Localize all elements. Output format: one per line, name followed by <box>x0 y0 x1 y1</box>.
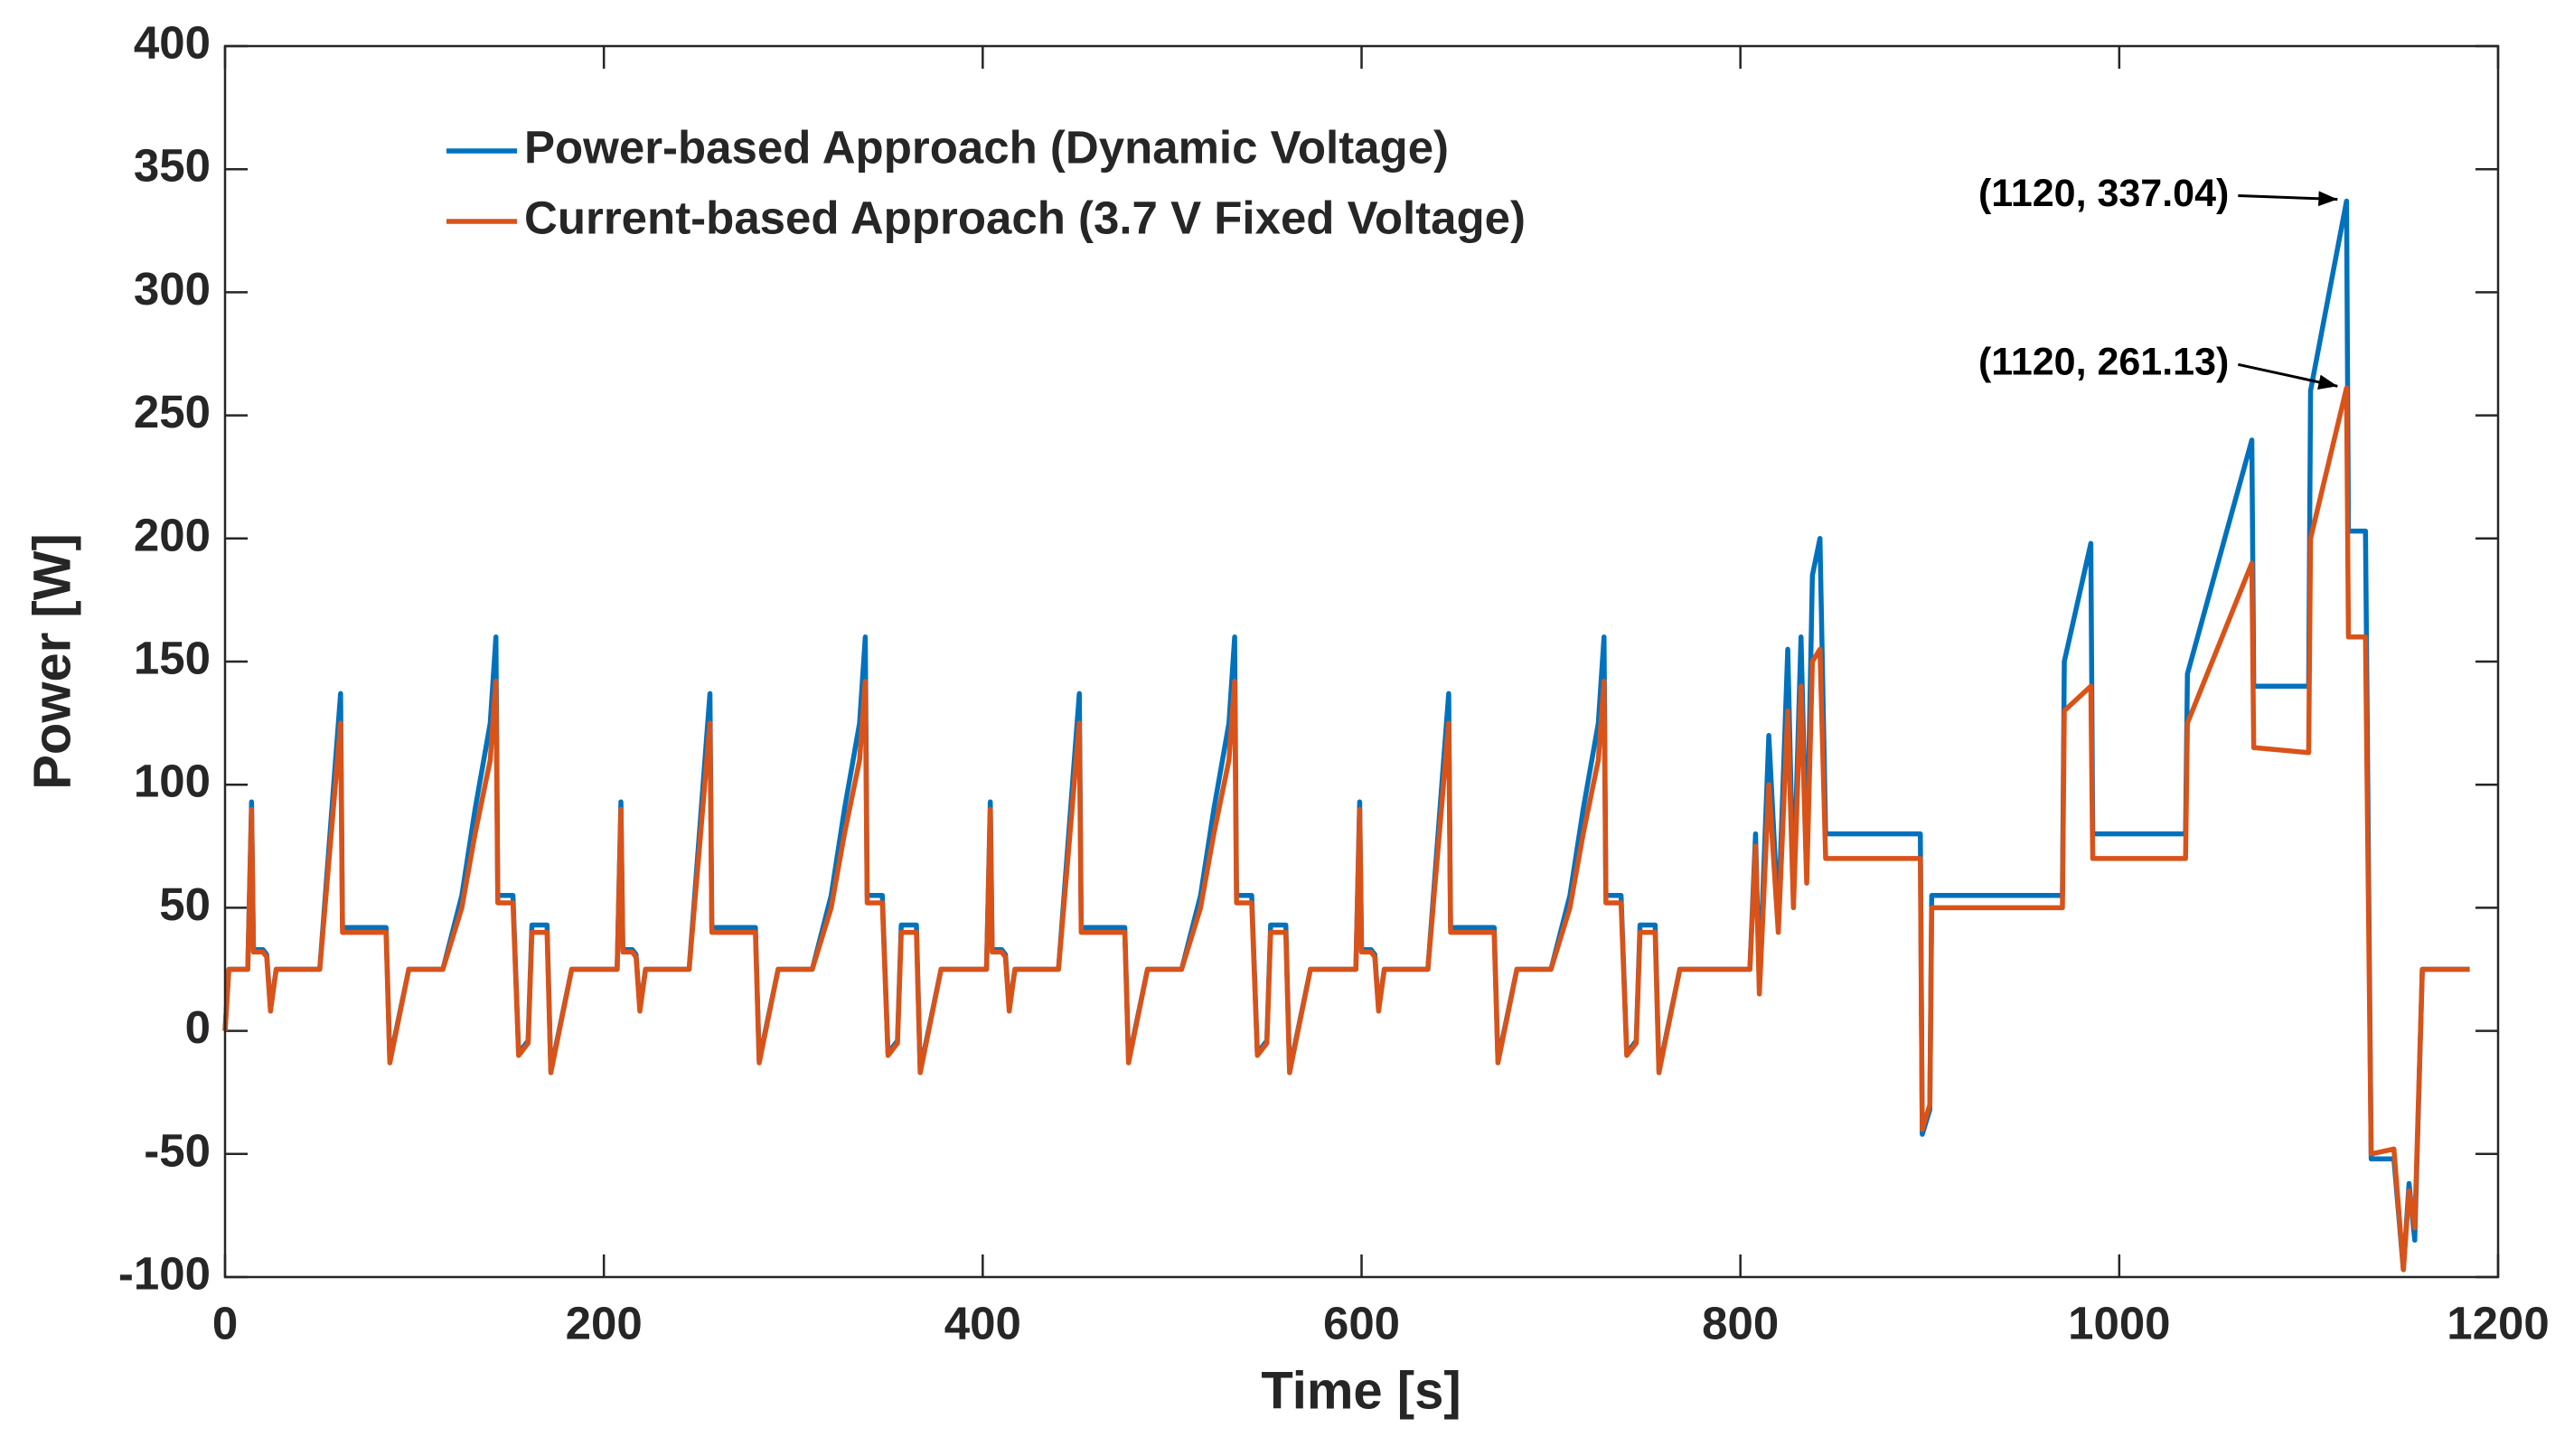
series-line <box>222 385 2470 1273</box>
y-tick-label: 400 <box>134 16 211 68</box>
x-tick-label: 0 <box>212 1297 238 1348</box>
series-line <box>222 198 2470 1273</box>
x-tick-label: 400 <box>944 1297 1021 1348</box>
x-tick-label: 200 <box>566 1297 643 1348</box>
y-axis-label: Power [W] <box>23 533 81 790</box>
x-axis-label: Time [s] <box>1261 1361 1461 1420</box>
y-tick-label: 250 <box>134 386 211 437</box>
y-tick-label: 350 <box>134 140 211 192</box>
annotation-arrow <box>2238 191 2338 207</box>
y-tick-label: 200 <box>134 509 211 560</box>
x-tick-label: 1200 <box>2447 1297 2549 1348</box>
y-tick-label: -100 <box>118 1247 211 1299</box>
x-tick-label: 800 <box>1702 1297 1779 1348</box>
annotation-arrow <box>2238 362 2338 390</box>
x-tick-label: 1000 <box>2068 1297 2170 1348</box>
y-tick-label: 0 <box>185 1001 211 1053</box>
y-tick-label: 100 <box>134 756 211 807</box>
y-tick-label: -50 <box>144 1124 211 1176</box>
y-tick-label: 150 <box>134 632 211 683</box>
legend-label: Power-based Approach (Dynamic Voltage) <box>524 121 1449 173</box>
y-tick-label: 50 <box>159 878 211 930</box>
annotation-text: (1120, 337.04) <box>1978 172 2229 215</box>
plot-frame <box>223 44 2500 1279</box>
x-tick-label: 600 <box>1323 1297 1400 1348</box>
legend-label: Current-based Approach (3.7 V Fixed Volt… <box>524 192 1526 243</box>
annotation-text: (1120, 261.13) <box>1978 341 2229 384</box>
y-tick-label: 300 <box>134 263 211 315</box>
